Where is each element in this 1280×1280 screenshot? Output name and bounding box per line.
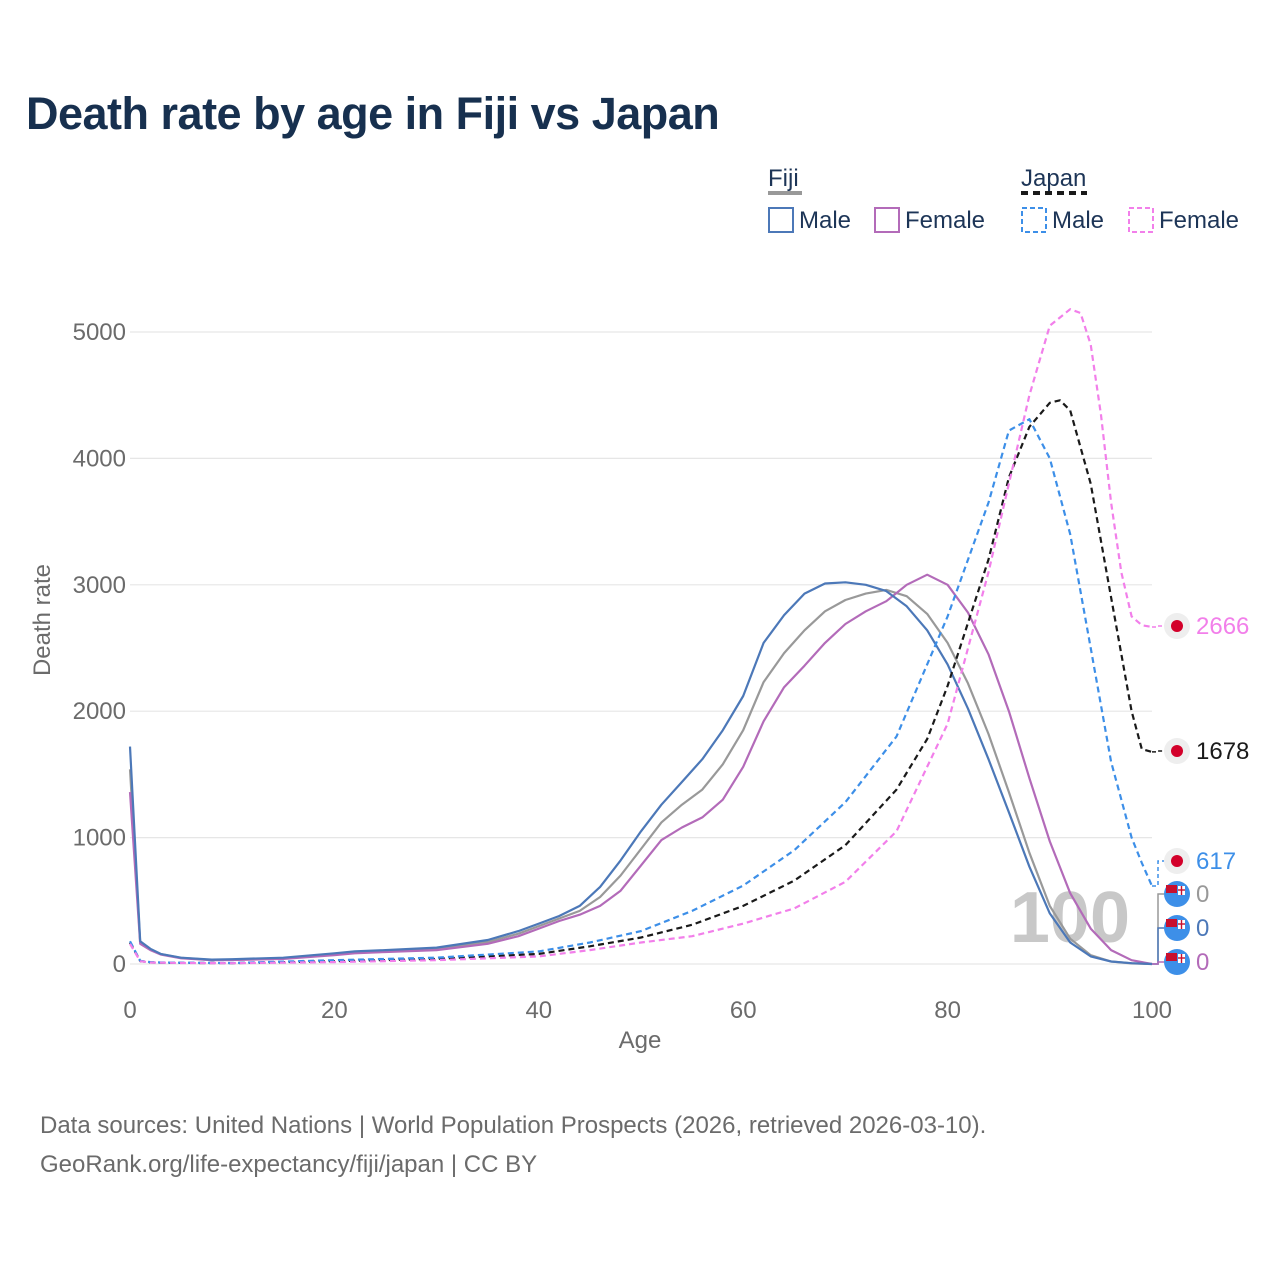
connector-fiji-female	[1152, 961, 1164, 965]
end-label-japan-male: 617	[1196, 848, 1236, 875]
x-tick-label: 100	[1132, 997, 1172, 1024]
source-line-1: Data sources: United Nations | World Pop…	[40, 1112, 987, 1139]
japan-flag-disc	[1171, 620, 1183, 632]
x-tick-label: 20	[321, 997, 348, 1024]
end-label-fiji-total: 0	[1196, 881, 1209, 908]
legend-fiji-male-swatch[interactable]	[768, 207, 794, 233]
source-line-2[interactable]: GeoRank.org/life-expectancy/fiji/japan |…	[40, 1151, 538, 1178]
x-axis-label: Age	[619, 1027, 662, 1054]
y-axis-ticks: 0 1000 2000 3000 4000 5000	[73, 319, 126, 978]
source-note: Data sources: United Nations | World Pop…	[40, 1106, 986, 1184]
x-tick-label: 40	[525, 997, 552, 1024]
legend-japan-female-swatch[interactable]	[1128, 207, 1154, 233]
fiji-flag-icon	[1164, 881, 1190, 907]
series-line-fiji-male	[128, 581, 1153, 966]
grid-lines	[130, 331, 1152, 965]
x-axis-ticks: 0 20 40 60 80 100	[123, 997, 1172, 1024]
fiji-flag-union	[1166, 953, 1177, 961]
y-tick-label: 4000	[73, 445, 126, 472]
chart-title: Death rate by age in Fiji vs Japan	[26, 88, 720, 139]
x-tick-label: 0	[123, 997, 136, 1024]
legend-fiji-male-label[interactable]: Male	[799, 207, 851, 234]
connector-japan-total	[1152, 750, 1164, 753]
connector-fiji-male	[1152, 927, 1164, 965]
end-label-fiji-female: 0	[1196, 949, 1209, 976]
series-line-fiji-female	[128, 573, 1153, 966]
y-tick-label: 3000	[73, 572, 126, 599]
y-tick-label: 5000	[73, 319, 126, 346]
series-line-japan-female	[129, 308, 1153, 965]
series-line-japan-male	[129, 418, 1154, 965]
legend-fiji-female-label[interactable]: Female	[905, 207, 985, 234]
japan-flag-disc	[1171, 855, 1183, 867]
end-labels: 2666 1678 617 0 0 0	[1164, 613, 1249, 976]
legend-group-fiji-label: Fiji	[768, 165, 799, 192]
end-label-japan-female: 2666	[1196, 613, 1249, 640]
end-label-fiji-male: 0	[1196, 915, 1209, 942]
legend-japan-male-swatch[interactable]	[1021, 207, 1047, 233]
y-axis-label: Death rate	[29, 564, 56, 676]
y-tick-label: 2000	[73, 698, 126, 725]
series-line-fiji-total	[128, 588, 1153, 966]
fiji-flag-icon	[1164, 915, 1190, 941]
y-tick-label: 1000	[73, 825, 126, 852]
legend-japan-female-label[interactable]: Female	[1159, 207, 1239, 234]
series-line-japan-total	[129, 399, 1153, 965]
legend-group-japan-label: Japan	[1021, 165, 1086, 192]
legend-fiji-female-swatch[interactable]	[874, 207, 900, 233]
connector-japan-male	[1152, 860, 1164, 887]
y-tick-label: 0	[113, 951, 126, 978]
end-label-japan-total: 1678	[1196, 738, 1249, 765]
fiji-flag-icon	[1164, 949, 1190, 975]
x-tick-label: 60	[730, 997, 757, 1024]
fiji-flag-union	[1166, 919, 1177, 927]
connector-japan-female	[1152, 625, 1164, 628]
series-lines	[128, 308, 1154, 966]
legend-japan-male-label[interactable]: Male	[1052, 207, 1104, 234]
fiji-flag-union	[1166, 885, 1177, 893]
legend[interactable]: Fiji Japan Male Female Male Female	[768, 165, 1239, 234]
end-label-connectors	[1152, 625, 1164, 965]
japan-flag-disc	[1171, 745, 1183, 757]
x-tick-label: 80	[934, 997, 961, 1024]
